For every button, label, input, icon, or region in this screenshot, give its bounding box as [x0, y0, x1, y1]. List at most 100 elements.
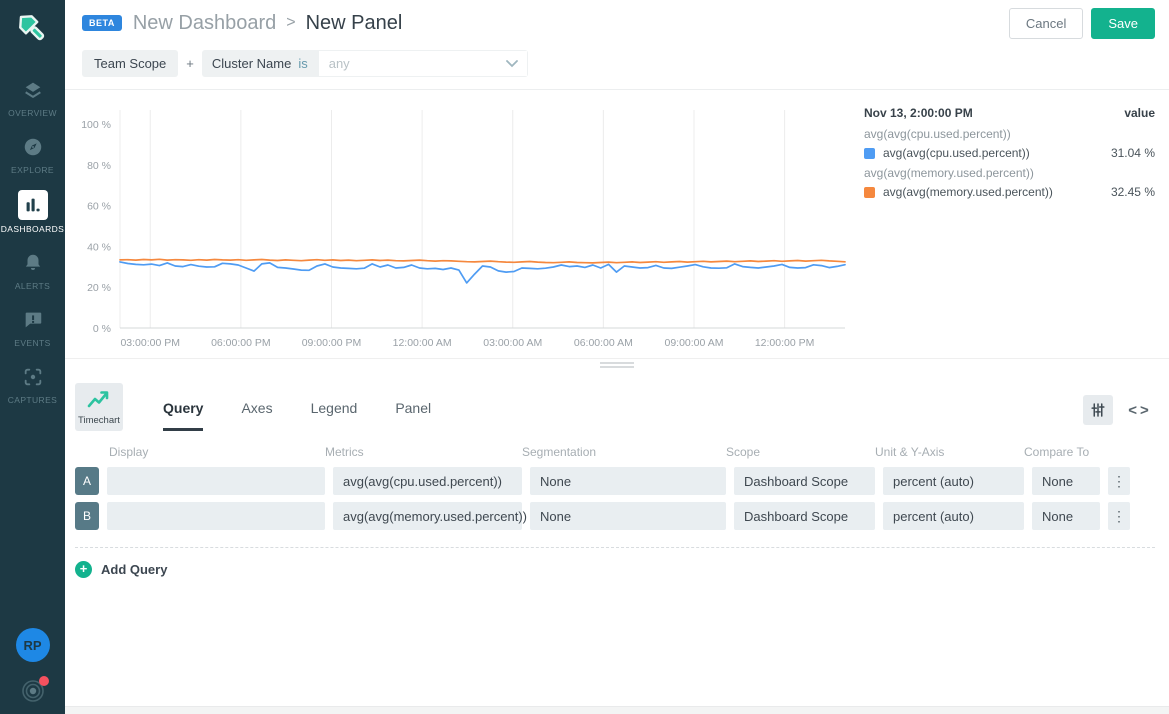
code-icon: <> — [1128, 401, 1152, 419]
save-button[interactable]: Save — [1091, 7, 1155, 39]
scope-field-label: Cluster Name — [211, 56, 292, 71]
col-metrics: Metrics — [325, 445, 364, 459]
tab-query[interactable]: Query — [163, 400, 204, 431]
code-view-button[interactable]: <> — [1125, 395, 1155, 425]
svg-text:80 %: 80 % — [87, 160, 111, 172]
cancel-button[interactable]: Cancel — [1008, 7, 1084, 39]
row-separator — [75, 547, 1155, 548]
breadcrumb-current: New Panel — [305, 11, 403, 34]
unit-field[interactable]: percent (auto) — [883, 467, 1024, 495]
team-scope-chip[interactable]: Team Scope — [82, 50, 179, 77]
svg-text:12:00:00 PM: 12:00:00 PM — [755, 337, 815, 349]
display-input[interactable] — [107, 502, 325, 530]
tab-axes[interactable]: Axes — [241, 400, 273, 416]
filter-bar: Team Scope + Cluster Name is any — [65, 46, 1169, 90]
col-compare-to: Compare To — [1024, 445, 1090, 459]
timechart-icon — [87, 388, 111, 413]
legend-item-value: 31.04 % — [1110, 146, 1155, 160]
scope-field[interactable]: Dashboard Scope — [734, 502, 875, 530]
timechart[interactable]: 03:00:00 PM 06:00:00 PM 09:00:00 PM 12:00:0… — [65, 90, 860, 358]
svg-text:40 %: 40 % — [87, 241, 111, 253]
capture-icon — [19, 363, 47, 391]
breadcrumb-parent[interactable]: New Dashboard — [132, 11, 277, 34]
col-display: Display — [109, 445, 149, 459]
sidebar-item-overview[interactable]: OVERVIEW — [0, 76, 65, 118]
svg-text:12:00:00 AM: 12:00:00 AM — [393, 337, 452, 349]
svg-text:0 %: 0 % — [93, 323, 111, 335]
svg-text:03:00:00 AM: 03:00:00 AM — [483, 337, 542, 349]
sidebar-item-alerts[interactable]: ALERTS — [0, 249, 65, 291]
chevron-down-icon — [505, 56, 519, 71]
row-menu-kebab-icon[interactable]: ⋮ — [1108, 502, 1130, 530]
plus-icon: + — [75, 561, 92, 578]
editor-tabs: Query Axes Legend Panel — [163, 400, 431, 431]
segmentation-field[interactable]: None — [530, 467, 726, 495]
help-messenger-icon[interactable] — [20, 676, 49, 704]
bar-chart-icon — [17, 190, 48, 220]
form-view-button[interactable] — [1083, 395, 1113, 425]
svg-text:03:00:00 PM: 03:00:00 PM — [120, 337, 180, 349]
panel-resize-handle[interactable] — [600, 362, 634, 368]
panel-editor-tabbar: Timechart Query Axes Legend Panel <> — [65, 371, 1169, 431]
add-query-button[interactable]: + Add Query — [65, 548, 1169, 578]
sysdig-logo-icon[interactable] — [12, 8, 54, 50]
legend-item-cpu[interactable]: avg(avg(cpu.used.percent)) 31.04 % — [864, 146, 1155, 160]
tabbar-actions: <> — [1083, 395, 1155, 425]
segmentation-field[interactable]: None — [530, 502, 726, 530]
chart-section: 03:00:00 PM 06:00:00 PM 09:00:00 PM 12:00:0… — [65, 90, 1169, 358]
header-actions: Cancel Save — [1008, 7, 1155, 39]
svg-text:100 %: 100 % — [81, 119, 111, 131]
svg-text:06:00:00 PM: 06:00:00 PM — [211, 337, 271, 349]
svg-text:09:00:00 AM: 09:00:00 AM — [664, 337, 723, 349]
legend-item-value: 32.45 % — [1110, 185, 1155, 199]
scope-field[interactable]: Dashboard Scope — [734, 467, 875, 495]
query-table-header: Display Metrics Segmentation Scope Unit … — [75, 445, 1155, 459]
memory-series-swatch — [864, 186, 875, 198]
sidebar: OVERVIEW EXPLORE DASHBOARDS ALERTS — [0, 0, 65, 714]
query-badge[interactable]: A — [75, 467, 99, 495]
scope-value-dropdown[interactable]: any — [317, 50, 528, 77]
compare-to-field[interactable]: None — [1032, 502, 1100, 530]
query-table: Display Metrics Segmentation Scope Unit … — [65, 431, 1169, 537]
query-row-b: B avg(avg(memory.used.percent)) None Das… — [75, 502, 1155, 530]
main-content: BETA New Dashboard > New Panel Cancel Sa… — [65, 0, 1169, 714]
sidebar-item-dashboards[interactable]: DASHBOARDS — [0, 190, 65, 234]
chart-legend: Nov 13, 2:00:00 PM value avg(avg(cpu.use… — [860, 90, 1169, 358]
query-badge[interactable]: B — [75, 502, 99, 530]
row-menu-kebab-icon[interactable]: ⋮ — [1108, 467, 1130, 495]
resize-strip — [65, 358, 1169, 371]
legend-group-label: avg(avg(cpu.used.percent)) — [864, 127, 1011, 141]
legend-item-memory[interactable]: avg(avg(memory.used.percent)) 32.45 % — [864, 185, 1155, 199]
beta-badge: BETA — [82, 15, 122, 31]
compare-to-field[interactable]: None — [1032, 467, 1100, 495]
sidebar-item-explore[interactable]: EXPLORE — [0, 133, 65, 175]
sidebar-item-events[interactable]: EVENTS — [0, 306, 65, 348]
scope-filter: Cluster Name is any — [201, 50, 528, 77]
legend-item-label: avg(avg(cpu.used.percent)) — [883, 146, 1030, 160]
scope-filter-field[interactable]: Cluster Name is — [201, 50, 318, 77]
notification-dot — [38, 676, 49, 686]
unit-field[interactable]: percent (auto) — [883, 502, 1024, 530]
tab-legend[interactable]: Legend — [310, 400, 358, 416]
svg-text:60 %: 60 % — [87, 201, 111, 213]
sidebar-item-captures[interactable]: CAPTURES — [0, 363, 65, 405]
chart-type-button[interactable]: Timechart — [75, 383, 123, 431]
bottom-strip — [65, 706, 1169, 714]
col-unit-y-axis: Unit & Y-Axis — [875, 445, 945, 459]
sidebar-nav: OVERVIEW EXPLORE DASHBOARDS ALERTS — [0, 76, 65, 405]
scope-value-placeholder: any — [328, 56, 350, 71]
display-input[interactable] — [107, 467, 325, 495]
tab-panel[interactable]: Panel — [395, 400, 432, 416]
svg-text:06:00:00 AM: 06:00:00 AM — [574, 337, 633, 349]
metrics-field[interactable]: avg(avg(memory.used.percent)) — [333, 502, 527, 530]
user-avatar[interactable]: RP — [15, 628, 50, 662]
layers-icon — [19, 76, 47, 104]
svg-text:09:00:00 PM: 09:00:00 PM — [302, 337, 362, 349]
legend-header: Nov 13, 2:00:00 PM value — [864, 106, 1155, 120]
col-scope: Scope — [726, 445, 761, 459]
scope-operator: is — [298, 56, 308, 71]
legend-timestamp: Nov 13, 2:00:00 PM — [864, 106, 973, 120]
compass-icon — [19, 133, 47, 161]
metrics-field[interactable]: avg(avg(cpu.used.percent)) — [333, 467, 522, 495]
